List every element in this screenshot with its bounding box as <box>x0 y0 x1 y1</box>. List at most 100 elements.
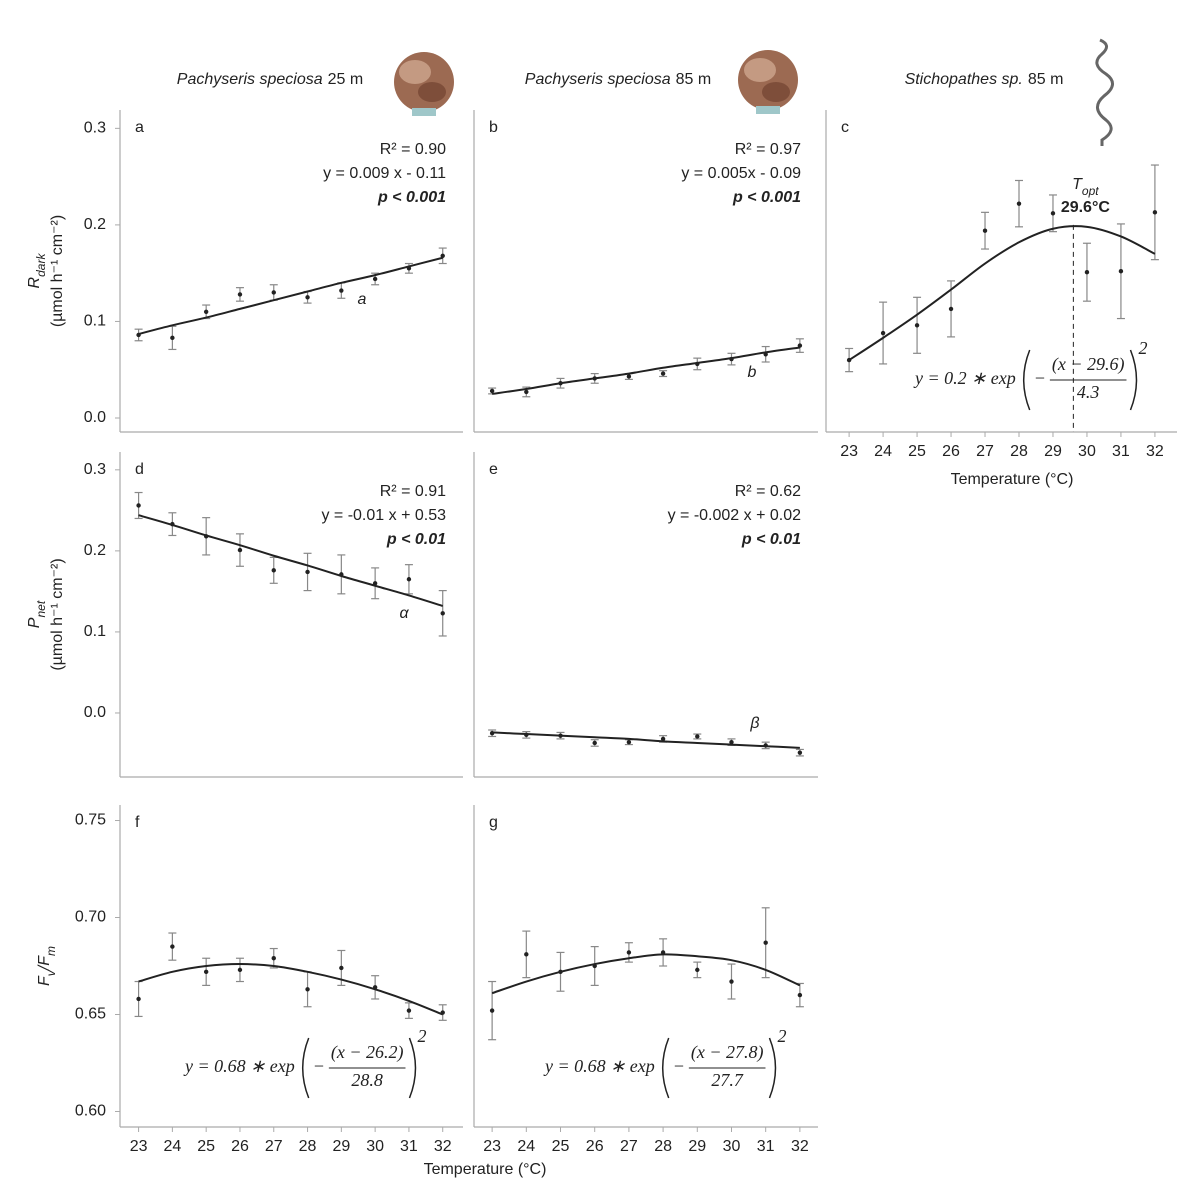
label-part: /F <box>36 955 53 971</box>
group-label: α <box>399 605 409 622</box>
point <box>524 389 529 395</box>
fit-line <box>138 256 443 335</box>
panel-letter: b <box>489 119 498 136</box>
point <box>203 969 209 975</box>
title-depth: 25 m <box>328 71 364 88</box>
paren <box>661 1037 670 1099</box>
label-group: Pnet <box>26 600 48 628</box>
y-tick-label: 0.65 <box>75 1006 106 1023</box>
point <box>305 987 310 992</box>
equation-minus: − <box>673 1056 685 1076</box>
equation-denominator: 28.8 <box>351 1070 383 1090</box>
point <box>524 952 529 957</box>
point <box>170 944 175 949</box>
black-coral-image <box>1095 38 1114 146</box>
x-tick-label: 26 <box>231 1138 249 1155</box>
fit-line <box>138 514 444 607</box>
point <box>406 1008 412 1013</box>
x-tick-label: 30 <box>723 1138 741 1155</box>
group-label: a <box>358 291 367 308</box>
point <box>626 950 632 955</box>
fit-line <box>492 731 800 749</box>
label-part: F <box>36 975 53 986</box>
equation-lhs: y = 0.68 ∗ exp <box>183 1056 295 1076</box>
subscript: dark <box>34 253 48 277</box>
point <box>489 388 495 394</box>
point <box>1016 201 1022 206</box>
r-squared: R² = 0.91 <box>380 483 446 500</box>
equation-denominator: 4.3 <box>1077 382 1100 402</box>
point <box>797 750 803 755</box>
equation-minus: − <box>1034 368 1046 388</box>
x-tick-label: 32 <box>1146 443 1164 460</box>
label-part: P <box>26 617 43 628</box>
paren <box>408 1037 417 1099</box>
equation-exponent: 2 <box>417 1026 426 1046</box>
x-tick-label: 25 <box>197 1138 215 1155</box>
point <box>136 503 141 508</box>
point <box>237 292 243 297</box>
point <box>237 967 243 973</box>
x-tick-label: 27 <box>976 443 994 460</box>
x-tick-label: 29 <box>1044 443 1062 460</box>
label-group: Topt <box>1072 176 1099 198</box>
equation-minus: − <box>313 1056 325 1076</box>
title-species: Pachyseris speciosa <box>177 71 323 88</box>
fit-line <box>848 225 1156 361</box>
p-value: p < 0.01 <box>386 531 446 548</box>
fit-line <box>138 963 444 1016</box>
point <box>797 992 803 998</box>
panel-letter: f <box>135 814 140 831</box>
point <box>695 734 700 739</box>
x-tick-label: 26 <box>942 443 960 460</box>
title-species: Pachyseris speciosa <box>525 71 671 88</box>
x-tick-label: 32 <box>791 1138 809 1155</box>
panel-letter: e <box>489 461 498 478</box>
point <box>271 290 276 295</box>
regression-equation: y = -0.002 x + 0.02 <box>668 507 802 524</box>
equation-numerator: (x − 27.8) <box>691 1042 764 1063</box>
point <box>237 547 243 553</box>
x-tick-label: 25 <box>552 1138 570 1155</box>
x-tick-label: 27 <box>620 1138 638 1155</box>
point <box>440 611 445 616</box>
panel-letter: g <box>489 814 498 831</box>
x-tick-label: 27 <box>265 1138 283 1155</box>
point <box>305 295 310 300</box>
point <box>372 276 378 282</box>
x-tick-label: 31 <box>1112 443 1130 460</box>
point <box>763 940 768 945</box>
x-axis-label: Temperature (°C) <box>951 471 1074 488</box>
title-depth: 85 m <box>1028 71 1064 88</box>
paren <box>1022 349 1031 411</box>
equation-exponent: 2 <box>777 1026 786 1046</box>
x-axis-label: Temperature (°C) <box>424 1161 547 1178</box>
equation-lhs: y = 0.68 ∗ exp <box>543 1056 655 1076</box>
y-axis-unit: (µmol h⁻¹ cm⁻²) <box>49 215 66 327</box>
paren <box>768 1037 777 1099</box>
fit-line <box>491 953 801 995</box>
label-group: Rdark <box>26 253 48 289</box>
title-species: Stichopathes sp. <box>905 71 1023 88</box>
equation-exponent: 2 <box>1138 338 1147 358</box>
point <box>660 736 666 742</box>
point <box>695 967 700 973</box>
equation-lhs: y = 0.2 ∗ exp <box>913 368 1016 388</box>
label-group: Fv/Fm <box>36 946 58 986</box>
regression-equation: y = 0.005x - 0.09 <box>681 165 801 182</box>
x-tick-label: 25 <box>908 443 926 460</box>
x-tick-label: 31 <box>400 1138 418 1155</box>
y-tick-label: 0.1 <box>84 623 106 640</box>
subscript: v <box>44 969 58 976</box>
point <box>203 309 209 314</box>
equation-numerator: (x − 26.2) <box>331 1042 404 1063</box>
x-tick-label: 32 <box>434 1138 452 1155</box>
point <box>406 577 412 582</box>
x-tick-label: 28 <box>1010 443 1028 460</box>
subscript: net <box>34 600 48 617</box>
point <box>592 740 597 746</box>
point <box>136 996 141 1002</box>
label-part: R <box>26 276 43 288</box>
panel-letter: a <box>135 119 144 136</box>
point <box>489 1008 495 1013</box>
